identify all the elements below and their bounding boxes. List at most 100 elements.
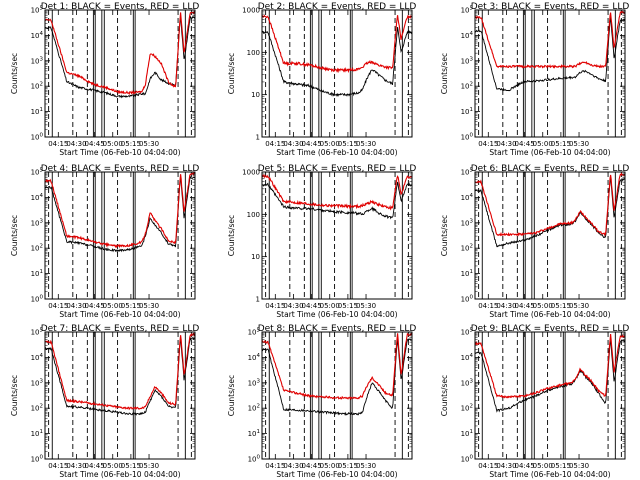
- x-tick-label: 04:45: [302, 302, 322, 310]
- lld-series-line: [475, 333, 626, 399]
- x-tick-label: 05:30: [139, 302, 159, 310]
- y-tick-label: 103: [31, 56, 44, 65]
- x-tick-label: 04:45: [85, 462, 105, 470]
- x-axis-label: Start Time (06-Feb-10 04:04:00): [276, 310, 397, 319]
- y-tick-label: 104: [461, 31, 474, 40]
- x-tick-label: 04:30: [496, 140, 516, 148]
- x-tick-label: 05:15: [338, 140, 358, 148]
- x-tick-label: 05:15: [551, 302, 571, 310]
- panel-det-2: Det 2: BLACK = Events, RED = LLD 1 10 100 10…: [227, 2, 416, 157]
- y-tick-label: 104: [248, 353, 261, 362]
- y-tick-label: 10: [251, 253, 260, 261]
- lld-series-line: [474, 10, 626, 69]
- x-axis-label: Start Time (06-Feb-10 04:04:00): [276, 470, 397, 479]
- y-axis-label: Counts/sec: [10, 215, 19, 256]
- x-tick-label: 05:15: [121, 140, 141, 148]
- panel-title: Det 8: BLACK = Events, RED = LLD: [258, 324, 417, 334]
- y-tick-label: 100: [31, 295, 44, 304]
- y-tick-label: 105: [31, 168, 44, 177]
- lld-series-line: [261, 174, 413, 211]
- x-tick-label: 05:15: [338, 302, 358, 310]
- lld-series-line: [44, 11, 196, 96]
- x-tick-label: 05:00: [103, 140, 123, 148]
- panel-title: Det 4: BLACK = Events, RED = LLD: [41, 164, 200, 174]
- y-tick-label: 101: [31, 107, 43, 116]
- y-tick-label: 100: [461, 455, 474, 464]
- panel-det-6: Det 6: BLACK = Events, RED = LLD 100 101 10…: [440, 164, 629, 319]
- panel-det-1: Det 1: BLACK = Events, RED = LLD 100 101 10…: [10, 2, 199, 157]
- x-tick-label: 05:00: [320, 462, 340, 470]
- y-tick-label: 105: [461, 168, 474, 177]
- plot-frame: [474, 9, 626, 138]
- x-tick-label: 04:45: [85, 302, 105, 310]
- events-series-line: [44, 175, 196, 253]
- y-tick-label: 105: [31, 328, 44, 337]
- y-tick-label: 101: [461, 429, 473, 438]
- panel-title: Det 3: BLACK = Events, RED = LLD: [471, 2, 630, 12]
- y-tick-label: 100: [248, 455, 261, 464]
- events-series-line: [474, 16, 626, 92]
- lld-series-line: [261, 332, 413, 401]
- y-tick-label: 1: [256, 296, 260, 304]
- x-tick-label: 05:00: [103, 302, 123, 310]
- x-tick-label: 04:15: [48, 302, 68, 310]
- y-tick-label: 102: [461, 244, 473, 253]
- x-tick-label: 04:15: [48, 140, 68, 148]
- x-tick-label: 05:30: [356, 462, 376, 470]
- x-tick-label: 04:45: [302, 140, 322, 148]
- events-series-line: [474, 339, 626, 413]
- x-tick-label: 05:15: [338, 462, 358, 470]
- x-tick-label: 05:15: [551, 140, 571, 148]
- plot-frame: [261, 331, 413, 460]
- x-tick-label: 04:30: [66, 302, 86, 310]
- lld-series-line: [44, 172, 196, 249]
- x-tick-label: 04:30: [66, 462, 86, 470]
- x-axis-label: Start Time (06-Feb-10 04:04:00): [489, 310, 610, 319]
- plot-frame: [44, 9, 196, 138]
- y-tick-label: 100: [247, 211, 260, 219]
- x-tick-label: 05:30: [356, 302, 376, 310]
- x-axis-label: Start Time (06-Feb-10 04:04:00): [276, 148, 397, 157]
- x-tick-label: 04:15: [265, 462, 285, 470]
- x-tick-label: 05:30: [569, 462, 589, 470]
- x-tick-label: 05:00: [533, 462, 553, 470]
- x-tick-label: 04:15: [478, 302, 498, 310]
- x-tick-label: 05:30: [139, 462, 159, 470]
- x-tick-label: 05:00: [533, 302, 553, 310]
- x-tick-label: 04:45: [85, 140, 105, 148]
- x-tick-label: 05:30: [569, 140, 589, 148]
- x-tick-label: 04:15: [265, 140, 285, 148]
- y-tick-label: 10: [251, 91, 260, 99]
- x-tick-label: 05:00: [103, 462, 123, 470]
- y-tick-label: 100: [247, 49, 260, 57]
- plot-frame: [261, 171, 413, 300]
- panel-title: Det 9: BLACK = Events, RED = LLD: [471, 324, 630, 334]
- y-tick-label: 104: [31, 193, 44, 202]
- plot-frame: [44, 171, 196, 300]
- y-tick-label: 101: [461, 107, 473, 116]
- x-tick-label: 04:30: [496, 302, 516, 310]
- y-tick-label: 104: [31, 353, 44, 362]
- y-tick-label: 104: [461, 193, 474, 202]
- plot-frame: [261, 9, 413, 138]
- x-tick-label: 05:30: [139, 140, 159, 148]
- y-axis-label: Counts/sec: [440, 215, 449, 256]
- plot-frame: [474, 331, 626, 460]
- y-tick-label: 1000: [242, 7, 260, 15]
- y-tick-label: 102: [31, 82, 43, 91]
- x-axis-label: Start Time (06-Feb-10 04:04:00): [489, 148, 610, 157]
- y-tick-label: 100: [461, 133, 474, 142]
- y-tick-label: 101: [248, 429, 260, 438]
- y-tick-label: 102: [248, 404, 260, 413]
- y-tick-label: 100: [31, 455, 44, 464]
- panel-title: Det 2: BLACK = Events, RED = LLD: [258, 2, 417, 12]
- x-tick-label: 05:00: [533, 140, 553, 148]
- y-axis-label: Counts/sec: [227, 375, 236, 416]
- events-series-line: [474, 177, 626, 248]
- panel-det-8: Det 8: BLACK = Events, RED = LLD 100 101 10…: [227, 324, 416, 479]
- plot-frame: [474, 171, 626, 300]
- panel-det-4: Det 4: BLACK = Events, RED = LLD 100 101 10…: [10, 164, 199, 319]
- x-tick-label: 04:30: [496, 462, 516, 470]
- x-tick-label: 04:30: [66, 140, 86, 148]
- y-tick-label: 105: [461, 6, 474, 15]
